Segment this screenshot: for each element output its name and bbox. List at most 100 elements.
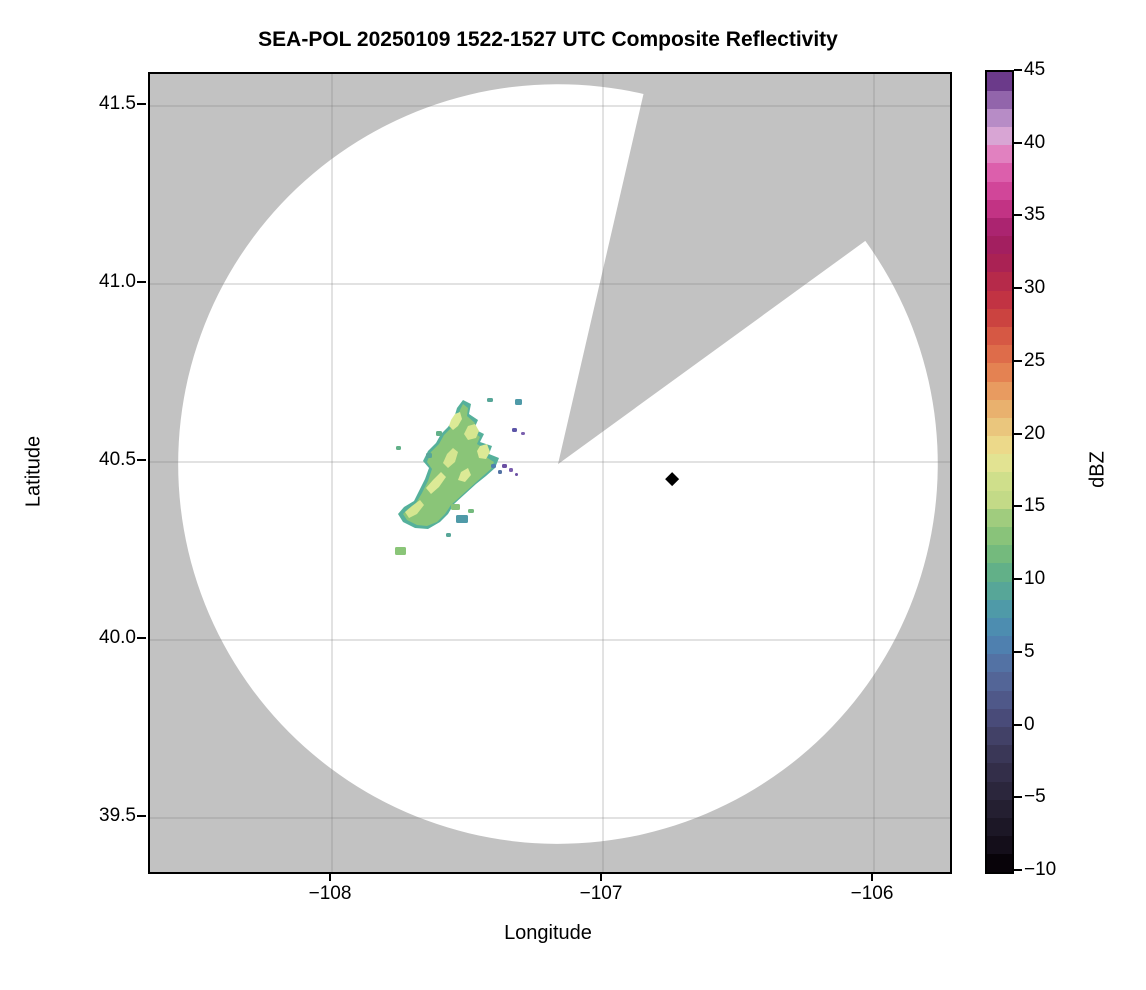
echo-speck: [451, 504, 460, 510]
colorbar-band: [987, 726, 1012, 746]
echo-speck: [487, 398, 493, 402]
echo-speck: [436, 431, 442, 436]
colorbar-band: [987, 417, 1012, 437]
y-tick-mark: [137, 814, 146, 817]
colorbar-band: [987, 199, 1012, 218]
page-title: SEA-POL 20250109 1522-1527 UTC Composite…: [258, 28, 838, 51]
colorbar-band: [987, 653, 1012, 673]
y-tick-label: 40.0: [99, 626, 136, 648]
echo-region: [395, 398, 525, 555]
colorbar-band: [987, 708, 1012, 728]
echo-patch: [477, 444, 490, 459]
echo-speck: [502, 464, 507, 468]
colorbar-band: [987, 817, 1012, 837]
colorbar-band: [987, 672, 1012, 691]
x-tick-label: −108: [308, 883, 352, 904]
colorbar-band: [987, 72, 1012, 91]
colorbar-tick-label: 10: [1024, 568, 1046, 590]
colorbar-tick-label: −10: [1024, 859, 1057, 880]
colorbar-band: [987, 399, 1012, 418]
colorbar-band: [987, 326, 1012, 346]
colorbar-band: [987, 308, 1012, 328]
echo-patch: [458, 468, 471, 482]
colorbar-band: [987, 126, 1012, 146]
x-tick-label: −107: [579, 883, 623, 904]
site-marker-diamond: [665, 472, 680, 487]
colorbar-tick-mark: [1014, 796, 1022, 799]
radar-coverage-circle: [178, 84, 938, 844]
colorbar-band: [987, 526, 1012, 546]
colorbar-band: [987, 181, 1012, 200]
colorbar-band: [987, 272, 1012, 291]
colorbar-tick-label: 30: [1024, 277, 1046, 299]
colorbar-tick-mark: [1014, 505, 1022, 508]
colorbar: [985, 70, 1014, 874]
colorbar-band: [987, 544, 1012, 564]
colorbar-tick-label: 5: [1024, 640, 1035, 662]
colorbar-tick-label: 20: [1024, 422, 1046, 444]
colorbar-tick-mark: [1014, 650, 1022, 653]
echo-speck: [498, 470, 502, 474]
colorbar-band: [987, 290, 1012, 309]
echo-speck: [468, 509, 474, 513]
y-axis-label: Latitude: [22, 435, 45, 508]
colorbar-tick-mark: [1014, 141, 1022, 144]
y-tick-label: 40.5: [99, 448, 136, 470]
colorbar-tick-label: 35: [1024, 204, 1046, 226]
y-tick-mark: [137, 103, 146, 105]
echo-speck: [521, 432, 525, 435]
echo-patch: [464, 424, 479, 440]
x-axis-label: Longitude: [504, 922, 592, 944]
echo-speck: [446, 533, 451, 537]
colorbar-tick-label: 15: [1024, 495, 1046, 517]
colorbar-band: [987, 799, 1012, 818]
echo-patch: [449, 412, 462, 430]
colorbar-band: [987, 144, 1012, 164]
colorbar-band: [987, 744, 1012, 764]
colorbar-tick-mark: [1014, 69, 1022, 71]
colorbar-band: [987, 253, 1012, 273]
y-tick-label: 41.0: [99, 271, 136, 292]
colorbar-band: [987, 381, 1012, 400]
colorbar-tick-mark: [1014, 723, 1022, 726]
x-tick-mark: [600, 872, 602, 881]
colorbar-tick-label: 40: [1024, 131, 1046, 153]
x-tick-mark: [871, 872, 873, 881]
colorbar-tick-mark: [1014, 578, 1022, 581]
colorbar-tick-mark: [1014, 432, 1022, 435]
echo-speck: [426, 453, 432, 458]
colorbar-tick-mark: [1014, 287, 1022, 290]
echo-speck: [396, 446, 401, 450]
echo-speck: [395, 547, 406, 555]
colorbar-band: [987, 472, 1012, 491]
colorbar-band: [987, 690, 1012, 709]
echo-patch: [426, 472, 446, 494]
echo-speck: [512, 428, 517, 432]
colorbar-tick-label: 25: [1024, 349, 1046, 371]
colorbar-band: [987, 490, 1012, 509]
colorbar-band: [987, 781, 1012, 800]
echo-speck: [456, 515, 468, 523]
colorbar-band: [987, 635, 1012, 655]
colorbar-tick-mark: [1014, 869, 1022, 871]
gridlines: [150, 74, 950, 872]
echo-speck: [515, 399, 522, 405]
y-tick-mark: [137, 458, 146, 461]
colorbar-band: [987, 235, 1012, 255]
colorbar-band: [987, 617, 1012, 637]
colorbar-band: [987, 762, 1012, 782]
colorbar-band: [987, 562, 1012, 582]
colorbar-band: [987, 344, 1012, 364]
radar-ppi-canvas: [150, 74, 950, 872]
colorbar-tick-label: −5: [1024, 786, 1046, 808]
colorbar-label: dBZ: [1086, 451, 1109, 488]
colorbar-band: [987, 508, 1012, 528]
y-tick-mark: [137, 636, 146, 639]
colorbar-band: [987, 162, 1012, 182]
x-tick-mark: [329, 872, 331, 881]
colorbar-band: [987, 435, 1012, 455]
colorbar-band: [987, 108, 1012, 128]
colorbar-band: [987, 581, 1012, 600]
colorbar-band: [987, 90, 1012, 109]
